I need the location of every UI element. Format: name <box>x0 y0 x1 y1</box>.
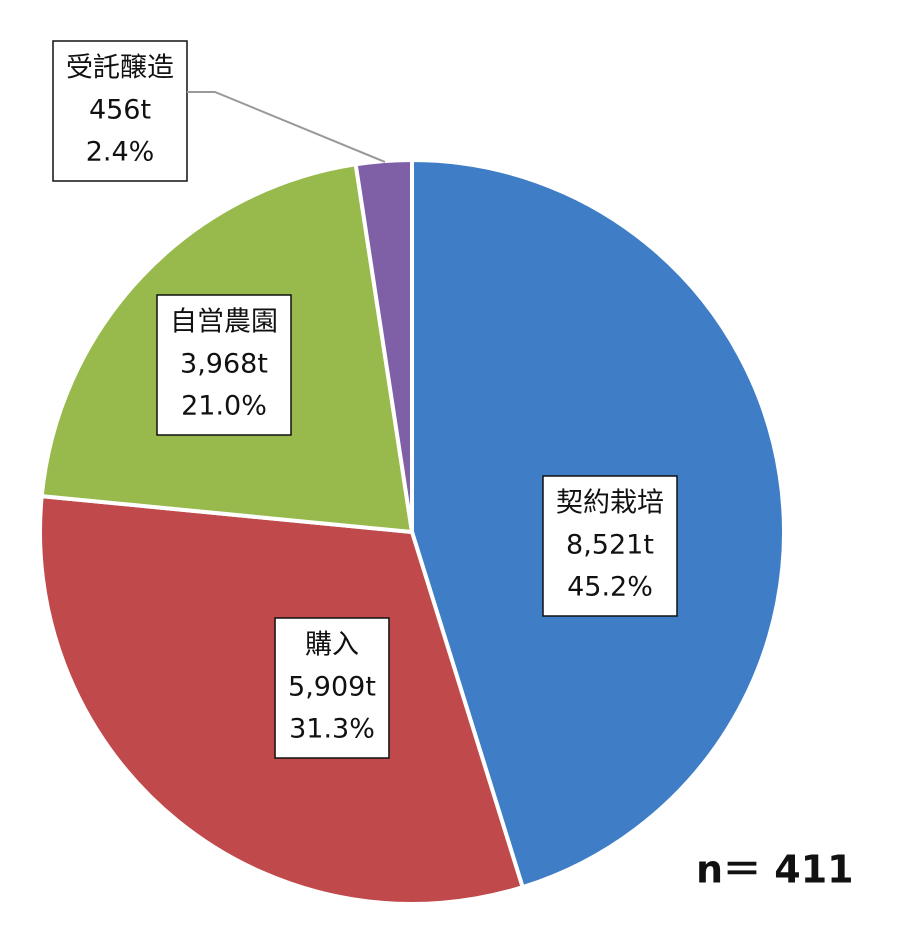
label-box <box>156 294 292 436</box>
category-label: 受託醸造 <box>66 53 174 84</box>
data-label: 契約栽培 8,521t 45.2% <box>542 475 678 617</box>
label-box <box>52 40 188 182</box>
value-label: 5,909t <box>288 672 376 703</box>
category-label: 購入 <box>305 630 359 661</box>
data-label: 自営農園 3,968t 21.0% <box>156 294 292 436</box>
value-label: 3,968t <box>180 349 268 380</box>
data-label: 購入 5,909t 31.3% <box>274 617 390 759</box>
leader-line <box>187 91 386 163</box>
category-label: 自営農園 <box>170 307 278 338</box>
data-label: 受託醸造 456t 2.4% <box>52 40 188 182</box>
value-label: 8,521t <box>566 530 654 561</box>
annotation: n＝ 411 <box>696 848 854 892</box>
value-label: 456t <box>89 95 151 126</box>
percent-label: 45.2% <box>567 572 653 603</box>
label-box <box>542 475 678 617</box>
percent-label: 2.4% <box>86 137 155 168</box>
percent-label: 31.3% <box>289 714 375 745</box>
label-box <box>274 617 390 759</box>
category-label: 契約栽培 <box>556 488 664 519</box>
percent-label: 21.0% <box>181 391 267 422</box>
